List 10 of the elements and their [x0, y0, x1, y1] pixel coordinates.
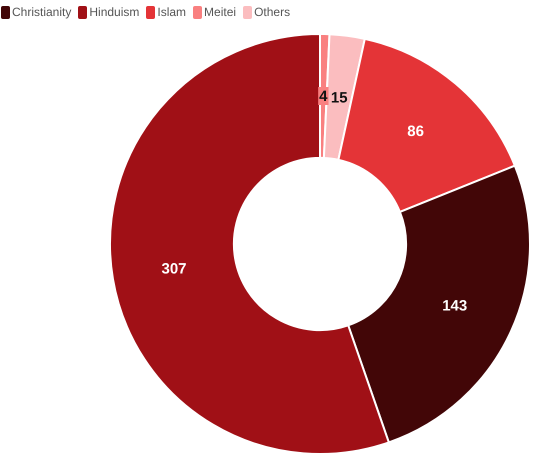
- data-label: 143: [442, 298, 468, 315]
- data-label: 86: [407, 123, 424, 140]
- legend-label: Meitei: [204, 5, 236, 19]
- legend-label: Others: [254, 5, 290, 19]
- data-label: 15: [330, 89, 348, 106]
- legend-label: Islam: [157, 5, 186, 19]
- data-label: 4: [319, 88, 328, 106]
- data-label: 307: [161, 260, 187, 278]
- legend-label: Hinduism: [89, 5, 140, 19]
- legend-label: Christianity: [12, 5, 72, 19]
